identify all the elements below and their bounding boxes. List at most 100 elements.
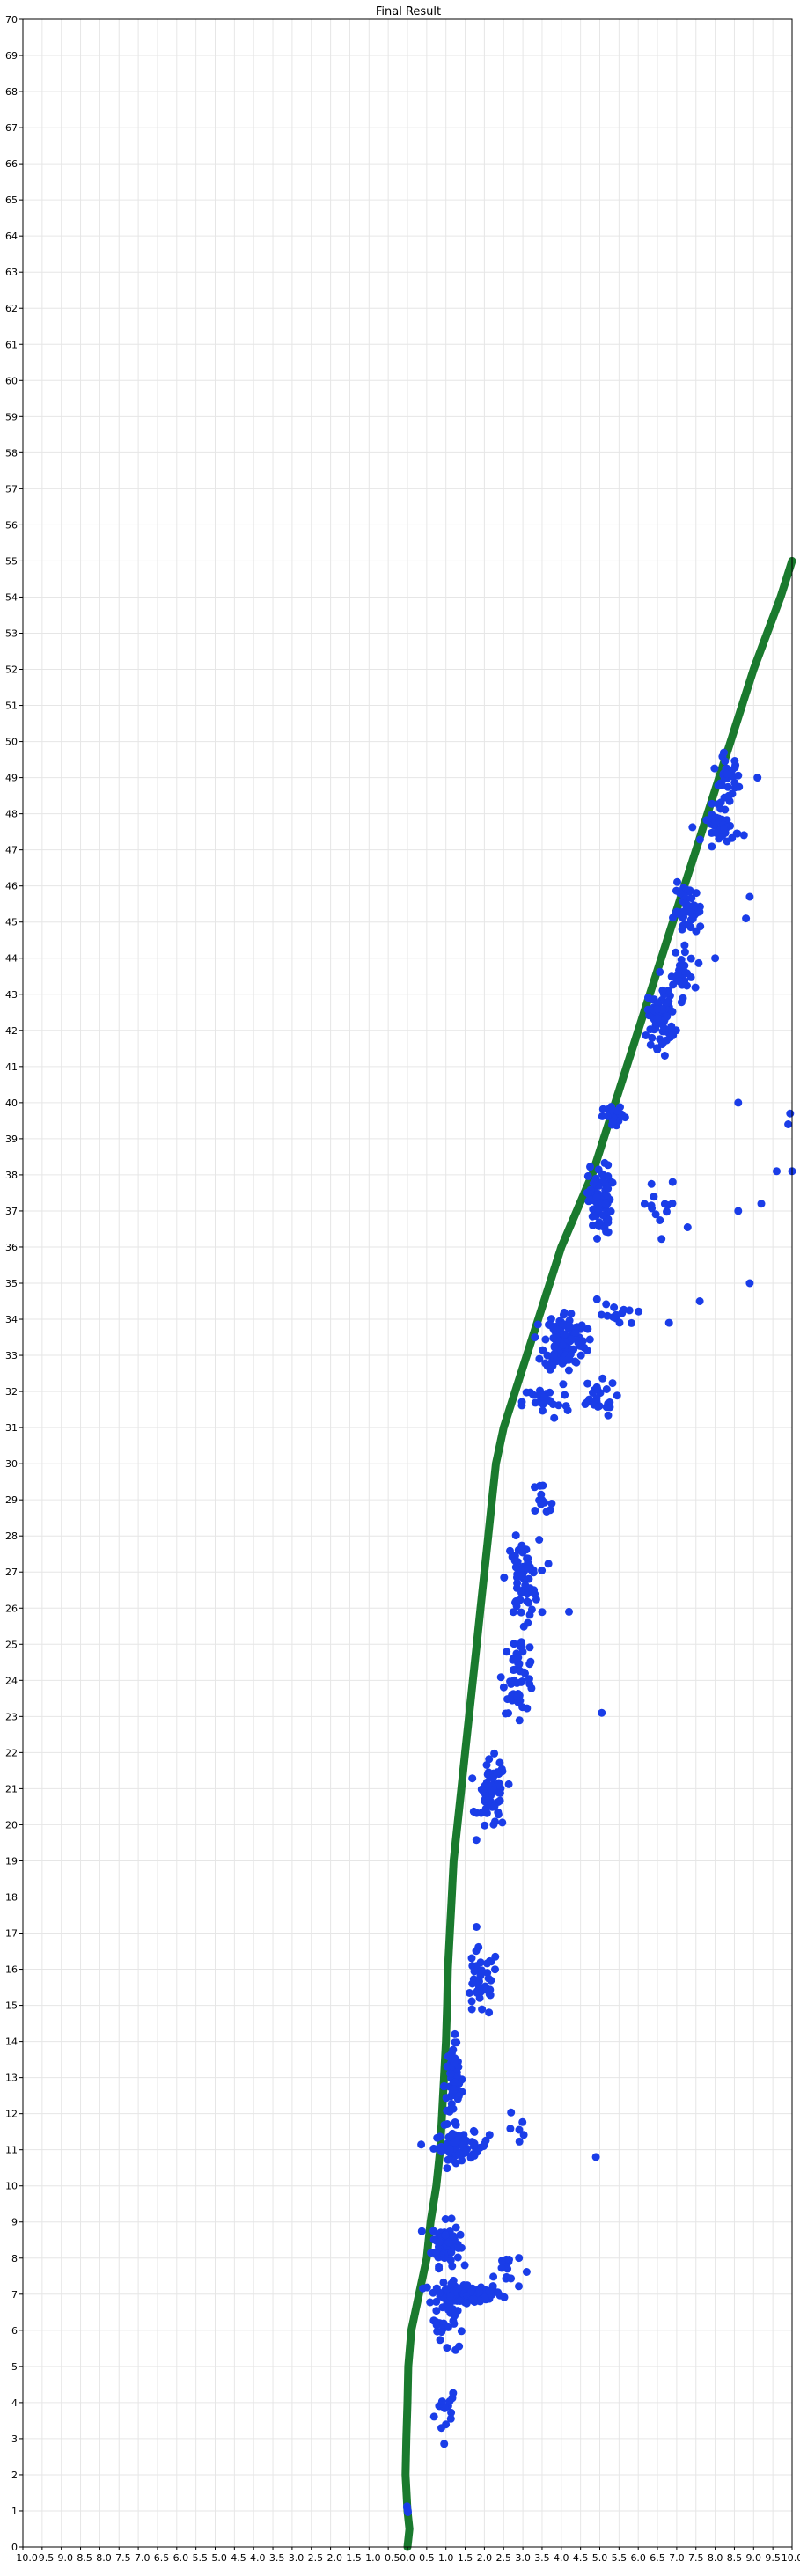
- data-point: [531, 1398, 539, 1407]
- data-point: [640, 1200, 649, 1208]
- y-tick-label: 33: [5, 1350, 18, 1361]
- data-point: [495, 1789, 504, 1797]
- data-point: [669, 980, 678, 989]
- data-point: [539, 1400, 547, 1409]
- data-point: [478, 2005, 487, 2014]
- y-tick-label: 65: [5, 194, 18, 206]
- data-point: [648, 1033, 657, 1042]
- data-point: [442, 2420, 451, 2429]
- y-tick-label: 54: [5, 591, 18, 603]
- data-point: [667, 1022, 676, 1031]
- data-point: [529, 1391, 538, 1399]
- data-point: [431, 2248, 440, 2257]
- y-tick-label: 31: [5, 1422, 18, 1434]
- x-tick-label: −0.5: [377, 2552, 400, 2564]
- chart-title: Final Result: [376, 5, 441, 18]
- x-tick-label: 7.5: [688, 2552, 704, 2564]
- y-tick-label: 56: [5, 519, 18, 531]
- data-point: [550, 1343, 559, 1352]
- data-point: [482, 1985, 491, 1994]
- data-point: [545, 1396, 554, 1405]
- y-tick-label: 17: [5, 1928, 18, 1940]
- data-point: [446, 2292, 455, 2301]
- data-point: [499, 1683, 508, 1692]
- data-point: [680, 941, 689, 950]
- data-point: [516, 1596, 525, 1604]
- y-tick-label: 21: [5, 1783, 18, 1794]
- data-point: [419, 2284, 427, 2293]
- data-point: [522, 1388, 531, 1397]
- data-point: [517, 1401, 526, 1410]
- data-point: [535, 1536, 544, 1544]
- data-point: [450, 2319, 459, 2328]
- data-point: [716, 798, 725, 807]
- grid-lines: [22, 18, 793, 2548]
- data-point: [515, 2254, 524, 2263]
- x-tick-label: 1.0: [438, 2552, 454, 2564]
- y-tick-label: 15: [5, 2000, 18, 2012]
- data-point: [600, 1158, 609, 1167]
- x-tick-label: −5.0: [203, 2552, 227, 2564]
- data-point: [509, 1666, 517, 1674]
- data-point: [720, 824, 729, 833]
- y-tick-label: 4: [11, 2397, 18, 2409]
- data-point: [559, 1380, 568, 1389]
- data-point: [664, 1318, 673, 1327]
- data-point: [520, 1668, 529, 1677]
- data-point: [560, 1308, 569, 1317]
- data-point: [657, 1040, 666, 1049]
- data-point: [451, 2120, 460, 2129]
- data-point: [680, 948, 689, 957]
- x-tick-label: −9.0: [49, 2552, 73, 2564]
- y-tick-label: 47: [5, 845, 18, 856]
- data-point: [477, 1809, 486, 1817]
- data-point: [625, 1306, 634, 1315]
- data-point: [515, 1660, 524, 1669]
- data-point: [686, 954, 695, 963]
- data-point: [459, 2136, 468, 2145]
- data-point: [490, 1802, 499, 1810]
- data-point: [695, 907, 704, 916]
- data-point: [603, 1311, 612, 1320]
- data-point: [660, 1024, 669, 1033]
- data-point: [577, 1321, 586, 1330]
- data-point: [664, 987, 672, 995]
- x-tick-label: −10.0: [8, 2552, 38, 2564]
- y-tick-label: 57: [5, 483, 18, 495]
- data-point: [592, 1394, 601, 1403]
- data-point: [472, 1836, 481, 1845]
- data-point: [472, 1947, 481, 1956]
- data-point: [470, 2127, 479, 2136]
- data-point: [656, 967, 664, 976]
- data-point: [479, 1787, 488, 1795]
- data-point: [447, 2049, 456, 2058]
- data-point: [664, 998, 672, 1007]
- y-tick-label: 24: [5, 1675, 18, 1686]
- data-point: [724, 791, 733, 800]
- data-point: [547, 1315, 555, 1324]
- data-point: [745, 1279, 754, 1288]
- data-point: [531, 1589, 539, 1598]
- data-point: [730, 763, 739, 772]
- data-point: [679, 907, 687, 916]
- y-tick-label: 19: [5, 1855, 18, 1867]
- data-point: [537, 1490, 546, 1499]
- data-point: [723, 782, 732, 791]
- y-tick-label: 39: [5, 1134, 18, 1145]
- data-point: [549, 1350, 558, 1359]
- data-point: [589, 1221, 597, 1229]
- data-point: [444, 2323, 452, 2331]
- data-point: [567, 1310, 576, 1318]
- data-point: [608, 1379, 617, 1388]
- y-tick-label: 50: [5, 737, 18, 748]
- data-point: [441, 2231, 450, 2240]
- x-tick-label: 9.5: [765, 2552, 781, 2564]
- data-point: [462, 2299, 471, 2308]
- data-point: [477, 1966, 486, 1975]
- data-point: [561, 1391, 569, 1399]
- data-point: [435, 2264, 444, 2273]
- data-point: [481, 1794, 490, 1803]
- data-point: [480, 2141, 488, 2149]
- data-point: [695, 1297, 704, 1305]
